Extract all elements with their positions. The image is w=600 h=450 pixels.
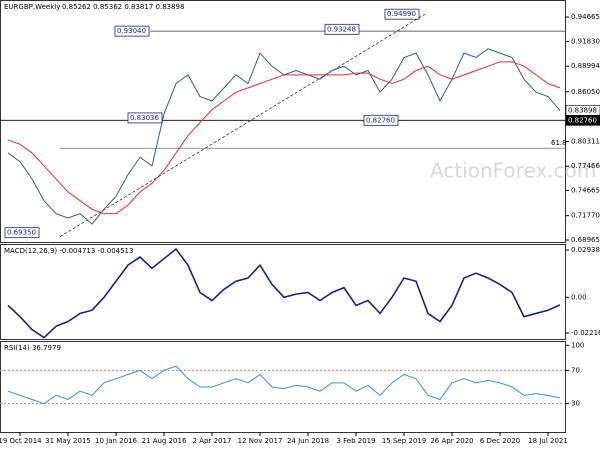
y-tick-label: 70 (571, 366, 580, 374)
x-tick-label: 26 Apr 2020 (430, 437, 473, 445)
annotation-label: 0.93040 (117, 27, 146, 35)
x-tick-label: 19 Oct 2014 (0, 437, 42, 445)
x-tick-label: 15 Sep 2019 (382, 437, 426, 445)
series-line (7, 61, 561, 215)
annotation-box (127, 112, 163, 124)
fib-label: 61.8 (551, 139, 567, 147)
annotation-label: 0.83036 (130, 114, 159, 122)
chart-subtitle: 0.85262 0.85362 0.83817 0.83898 (62, 3, 184, 11)
x-tick-label: 12 Nov 2017 (238, 437, 283, 445)
y-tick-label: 0.86050 (571, 88, 600, 96)
x-tick-label: 2 Apr 2017 (193, 437, 232, 445)
y-tick-label: 0.00 (571, 293, 587, 301)
annotation-label: 0.93248 (327, 25, 356, 33)
y-tick-label: 0.029387 (571, 246, 600, 254)
price-mark (565, 115, 600, 126)
y-tick-label: -0.022161 (571, 329, 600, 337)
annotation-box (114, 25, 150, 37)
y-tick-label: 0.91830 (571, 38, 600, 46)
annotation-label: 0.94990 (387, 10, 416, 18)
x-tick-label: 3 Feb 2019 (336, 437, 375, 445)
y-tick-label: 0.88994 (571, 62, 600, 70)
y-tick-label: 0.80311 (571, 138, 600, 146)
y-tick-label: 0.68965 (571, 236, 600, 244)
x-tick-label: 6 Dec 2020 (480, 437, 520, 445)
price-mark-label: 0.82760 (568, 116, 597, 124)
chart-title: EURGBP,Weekly (4, 3, 60, 11)
x-tick-label: 31 May 2015 (45, 437, 91, 445)
trend-line (59, 13, 426, 238)
x-tick-label: 24 Jun 2018 (287, 437, 329, 445)
x-tick-label: 10 Jan 2016 (95, 437, 138, 445)
watermark: ActionForex.com (430, 159, 596, 183)
series-line (7, 365, 561, 405)
y-tick-label: 0.74665 (571, 187, 600, 195)
y-tick-label: 0.94665 (571, 13, 600, 21)
annotation-box (384, 8, 420, 20)
annotation-box (324, 23, 360, 35)
macd-frame (0, 244, 566, 340)
x-tick-label: 21 Aug 2016 (142, 437, 187, 445)
price-mark-label: 0.83898 (568, 106, 597, 114)
annotation-label: 0.82760 (366, 116, 395, 124)
rsi-title: RSI(14) 36.7979 (4, 344, 61, 352)
y-tick-label: 0.77466 (571, 162, 600, 170)
rsi-frame (0, 341, 566, 433)
annotation-label: 0.69350 (7, 229, 36, 237)
x-tick-label: 18 Jul 2021 (528, 437, 568, 445)
series-line (7, 247, 561, 339)
annotation-box (4, 227, 40, 239)
annotation-box (363, 114, 399, 126)
y-tick-label: 0.71770 (571, 212, 600, 220)
y-tick-label: 30 (571, 400, 580, 408)
main-frame (0, 0, 566, 243)
macd-title: MACD(12,26,9) -0.004713 -0.004513 (4, 247, 133, 255)
y-tick-label: 100 (571, 341, 584, 349)
